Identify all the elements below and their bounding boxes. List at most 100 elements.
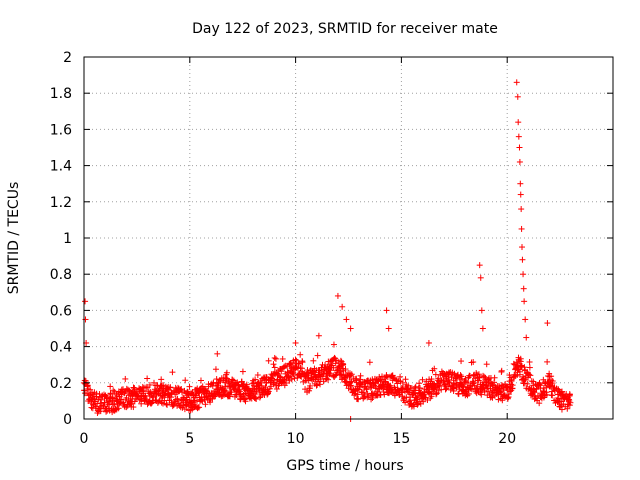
data-points bbox=[80, 79, 574, 422]
data-point bbox=[458, 358, 465, 365]
x-tick-labels: 0 5 10 15 20 bbox=[80, 431, 517, 447]
data-point bbox=[498, 367, 505, 374]
data-point bbox=[207, 399, 214, 406]
data-point bbox=[178, 386, 185, 393]
data-point bbox=[347, 325, 354, 332]
y-tick-label: 1.4 bbox=[50, 159, 72, 175]
data-point bbox=[478, 391, 485, 398]
data-point bbox=[258, 382, 265, 389]
data-point bbox=[332, 360, 339, 367]
data-point bbox=[481, 388, 488, 395]
data-point bbox=[518, 206, 525, 213]
data-point bbox=[143, 383, 150, 390]
data-point bbox=[313, 382, 320, 389]
data-point bbox=[517, 180, 524, 187]
x-tick-label: 10 bbox=[287, 431, 305, 447]
data-point bbox=[467, 385, 474, 392]
data-point bbox=[236, 388, 243, 395]
data-point bbox=[412, 383, 419, 390]
data-point bbox=[402, 376, 409, 383]
data-point bbox=[130, 404, 137, 411]
data-point bbox=[366, 359, 373, 366]
data-point bbox=[516, 144, 523, 151]
x-tick-label: 0 bbox=[80, 431, 89, 447]
data-point bbox=[278, 368, 285, 375]
gridlines bbox=[84, 57, 613, 419]
data-point bbox=[483, 361, 490, 368]
data-point bbox=[158, 376, 165, 383]
data-point bbox=[106, 393, 113, 400]
y-tick-label: 2 bbox=[63, 50, 72, 66]
data-point bbox=[252, 376, 259, 383]
data-point bbox=[242, 398, 249, 405]
data-point bbox=[355, 396, 362, 403]
data-point bbox=[481, 373, 488, 380]
data-point bbox=[380, 388, 387, 395]
data-point bbox=[522, 316, 529, 323]
y-tick-label: 1.2 bbox=[50, 195, 72, 211]
data-point bbox=[517, 358, 524, 365]
data-point bbox=[101, 399, 108, 406]
data-point bbox=[299, 358, 306, 365]
data-point bbox=[314, 381, 321, 388]
data-point bbox=[374, 378, 381, 385]
data-point bbox=[381, 391, 388, 398]
y-tick-label: 1.6 bbox=[50, 122, 72, 138]
data-point bbox=[254, 372, 261, 379]
data-point bbox=[170, 401, 177, 408]
data-point bbox=[524, 380, 531, 387]
data-point bbox=[229, 376, 236, 383]
data-point bbox=[419, 376, 426, 383]
data-point bbox=[307, 382, 314, 389]
data-point bbox=[479, 325, 486, 332]
data-point bbox=[526, 359, 533, 366]
data-point bbox=[514, 93, 521, 100]
data-point bbox=[515, 119, 522, 126]
data-point bbox=[347, 379, 354, 386]
x-axis-label: GPS time / hours bbox=[286, 458, 403, 474]
data-point bbox=[217, 378, 224, 385]
y-tick-label: 1.8 bbox=[50, 86, 72, 102]
data-point bbox=[343, 316, 350, 323]
data-point bbox=[544, 320, 551, 327]
data-point bbox=[290, 371, 297, 378]
data-point bbox=[410, 403, 417, 410]
data-point bbox=[265, 357, 272, 364]
data-point bbox=[457, 372, 464, 379]
data-point bbox=[273, 385, 280, 392]
data-point bbox=[97, 408, 104, 415]
data-point bbox=[212, 366, 219, 373]
data-point bbox=[521, 298, 528, 305]
data-point bbox=[276, 373, 283, 380]
data-point bbox=[342, 378, 349, 385]
data-point bbox=[196, 404, 203, 411]
data-point bbox=[356, 376, 363, 383]
data-point bbox=[526, 364, 533, 371]
chart-title: Day 122 of 2023, SRMTID for receiver mat… bbox=[192, 21, 498, 37]
data-point bbox=[214, 350, 221, 357]
data-point bbox=[179, 404, 186, 411]
data-point bbox=[442, 386, 449, 393]
data-point bbox=[516, 158, 523, 165]
data-point bbox=[240, 395, 247, 402]
data-point bbox=[167, 384, 174, 391]
data-point bbox=[416, 380, 423, 387]
data-point bbox=[242, 390, 249, 397]
data-point bbox=[431, 365, 438, 372]
data-point bbox=[122, 375, 129, 382]
y-tick-label: 0.2 bbox=[50, 376, 72, 392]
data-point bbox=[534, 392, 541, 399]
data-point bbox=[544, 358, 551, 365]
data-point bbox=[82, 298, 89, 305]
data-point bbox=[105, 397, 112, 404]
data-point bbox=[315, 332, 322, 339]
data-point bbox=[476, 262, 483, 269]
data-point bbox=[271, 354, 278, 361]
data-point bbox=[121, 389, 128, 396]
x-tick-label: 15 bbox=[392, 431, 410, 447]
y-axis-label: SRMTID / TECUs bbox=[6, 182, 22, 295]
data-point bbox=[518, 225, 525, 232]
data-point bbox=[239, 368, 246, 375]
data-point bbox=[202, 401, 209, 408]
data-point bbox=[476, 374, 483, 381]
